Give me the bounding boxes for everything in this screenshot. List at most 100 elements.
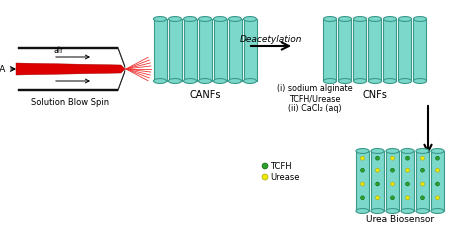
Bar	[399, 20, 411, 82]
Ellipse shape	[354, 17, 366, 22]
Circle shape	[391, 182, 394, 186]
Ellipse shape	[354, 79, 366, 84]
Ellipse shape	[368, 17, 382, 22]
Circle shape	[361, 182, 365, 186]
Ellipse shape	[199, 79, 211, 84]
Ellipse shape	[213, 17, 227, 22]
Bar	[368, 20, 382, 82]
Ellipse shape	[244, 17, 256, 22]
Ellipse shape	[371, 149, 384, 154]
Ellipse shape	[371, 209, 384, 213]
Circle shape	[420, 169, 425, 172]
Bar	[401, 151, 414, 211]
Text: Urea Biosensor: Urea Biosensor	[366, 214, 434, 223]
Circle shape	[262, 163, 268, 169]
Ellipse shape	[386, 149, 399, 154]
Circle shape	[405, 169, 410, 172]
Bar	[383, 20, 396, 82]
Text: Solution Blow Spin: Solution Blow Spin	[31, 98, 109, 106]
Bar	[168, 20, 182, 82]
Ellipse shape	[368, 79, 382, 84]
Text: CA: CA	[0, 64, 6, 73]
Ellipse shape	[228, 17, 241, 22]
Text: Deacetylation: Deacetylation	[240, 35, 302, 44]
Circle shape	[375, 169, 380, 172]
Bar	[213, 20, 227, 82]
Ellipse shape	[399, 79, 411, 84]
Text: TCFH/Urease: TCFH/Urease	[289, 94, 341, 103]
Circle shape	[405, 182, 410, 186]
Bar	[431, 151, 444, 211]
Polygon shape	[18, 71, 125, 92]
Circle shape	[420, 182, 425, 186]
Ellipse shape	[338, 79, 352, 84]
Ellipse shape	[401, 149, 414, 154]
Ellipse shape	[399, 17, 411, 22]
Bar	[228, 20, 241, 82]
Text: air: air	[53, 46, 63, 55]
Circle shape	[436, 156, 439, 161]
Circle shape	[375, 156, 380, 161]
Bar	[413, 20, 427, 82]
Circle shape	[262, 174, 268, 180]
Circle shape	[375, 182, 380, 186]
Bar	[183, 20, 197, 82]
Circle shape	[375, 196, 380, 200]
Ellipse shape	[431, 209, 444, 213]
Text: Urease: Urease	[270, 173, 300, 182]
Bar	[338, 20, 352, 82]
Ellipse shape	[183, 79, 197, 84]
Ellipse shape	[416, 209, 429, 213]
Ellipse shape	[168, 17, 182, 22]
Bar	[386, 151, 399, 211]
Ellipse shape	[154, 17, 166, 22]
Circle shape	[405, 156, 410, 161]
Ellipse shape	[401, 209, 414, 213]
Polygon shape	[16, 64, 125, 76]
Ellipse shape	[416, 149, 429, 154]
Ellipse shape	[356, 149, 369, 154]
Circle shape	[420, 156, 425, 161]
Circle shape	[391, 156, 394, 161]
Circle shape	[436, 169, 439, 172]
Circle shape	[391, 196, 394, 200]
Ellipse shape	[383, 17, 396, 22]
Polygon shape	[18, 48, 125, 69]
Ellipse shape	[213, 79, 227, 84]
Circle shape	[405, 196, 410, 200]
Text: (ii) CaCl₂ (aq): (ii) CaCl₂ (aq)	[288, 104, 342, 112]
Bar	[244, 20, 256, 82]
Ellipse shape	[323, 17, 337, 22]
Ellipse shape	[168, 79, 182, 84]
Ellipse shape	[199, 17, 211, 22]
Bar	[356, 151, 369, 211]
Text: TCFH: TCFH	[270, 162, 292, 171]
Ellipse shape	[228, 79, 241, 84]
Ellipse shape	[413, 79, 427, 84]
Circle shape	[361, 156, 365, 161]
Circle shape	[436, 182, 439, 186]
Circle shape	[436, 196, 439, 200]
Circle shape	[361, 196, 365, 200]
Bar	[416, 151, 429, 211]
Ellipse shape	[413, 17, 427, 22]
Circle shape	[420, 196, 425, 200]
Ellipse shape	[383, 79, 396, 84]
Bar	[371, 151, 384, 211]
Bar	[154, 20, 166, 82]
Text: (i) sodium alginate: (i) sodium alginate	[277, 84, 353, 93]
Ellipse shape	[183, 17, 197, 22]
Text: CANFs: CANFs	[189, 90, 221, 100]
Bar	[354, 20, 366, 82]
Ellipse shape	[244, 79, 256, 84]
Ellipse shape	[386, 209, 399, 213]
Bar	[323, 20, 337, 82]
Ellipse shape	[154, 79, 166, 84]
Circle shape	[391, 169, 394, 172]
Circle shape	[361, 169, 365, 172]
Ellipse shape	[356, 209, 369, 213]
Ellipse shape	[338, 17, 352, 22]
Bar	[199, 20, 211, 82]
Ellipse shape	[323, 79, 337, 84]
Ellipse shape	[431, 149, 444, 154]
